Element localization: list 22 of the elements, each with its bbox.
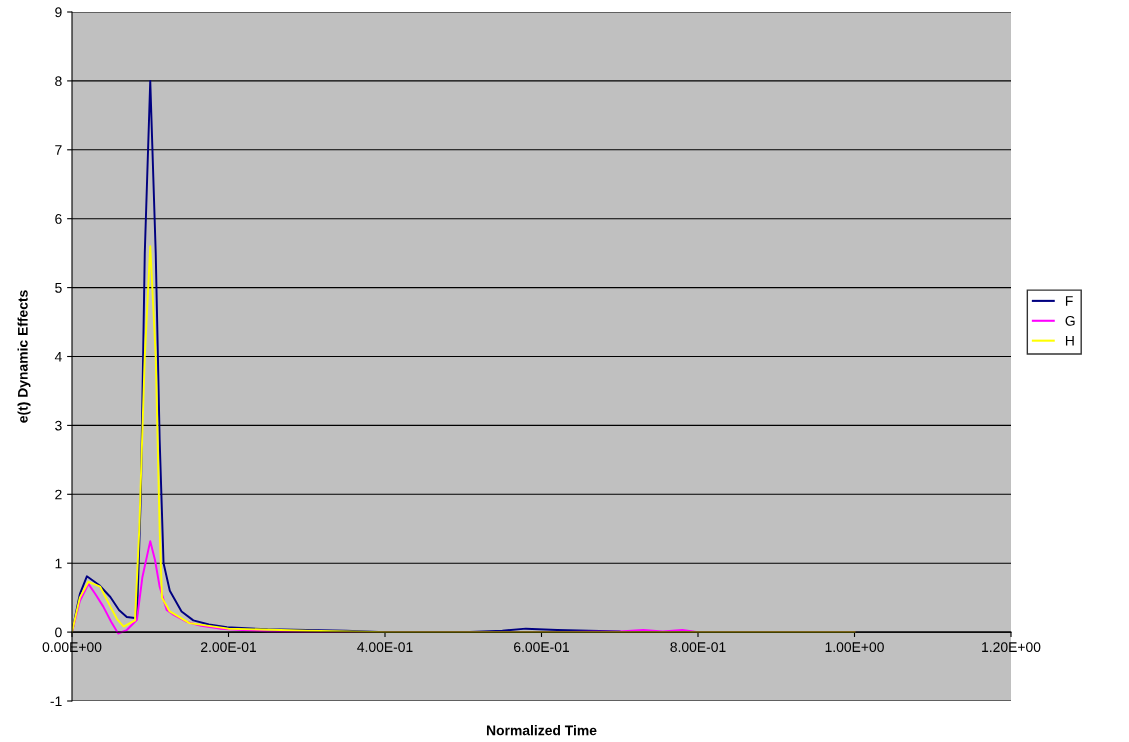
- legend-label: H: [1065, 335, 1074, 346]
- y-tick-label: 7: [55, 145, 62, 155]
- y-tick-label: 5: [55, 283, 62, 293]
- x-axis-title: Normalized Time: [486, 725, 597, 736]
- y-tick-label: 4: [54, 351, 62, 362]
- y-tick-label: 2: [55, 489, 62, 500]
- y-tick-label: 3: [55, 420, 62, 431]
- legend-label: F: [1065, 296, 1073, 306]
- x-tick-label: 2.00E-01: [201, 642, 257, 653]
- y-tick-label: 1: [55, 558, 62, 569]
- x-tick-label: 1.00E+00: [825, 642, 884, 653]
- y-tick-label: 8: [55, 76, 62, 87]
- x-tick-label: 1.20E+00: [982, 642, 1041, 653]
- legend-label: G: [1065, 315, 1075, 326]
- y-tick-label: 9: [55, 7, 62, 18]
- y-tick-label: 6: [55, 214, 62, 224]
- x-tick-label: 6.00E-01: [514, 642, 570, 653]
- y-tick-label: -1: [50, 696, 62, 707]
- x-tick-label: 8.00E-01: [670, 642, 726, 653]
- y-axis-title: e(t) Dynamic Effects: [17, 290, 31, 423]
- x-tick-label: 4.00E-01: [357, 642, 413, 653]
- y-tick-label: 0: [55, 627, 62, 638]
